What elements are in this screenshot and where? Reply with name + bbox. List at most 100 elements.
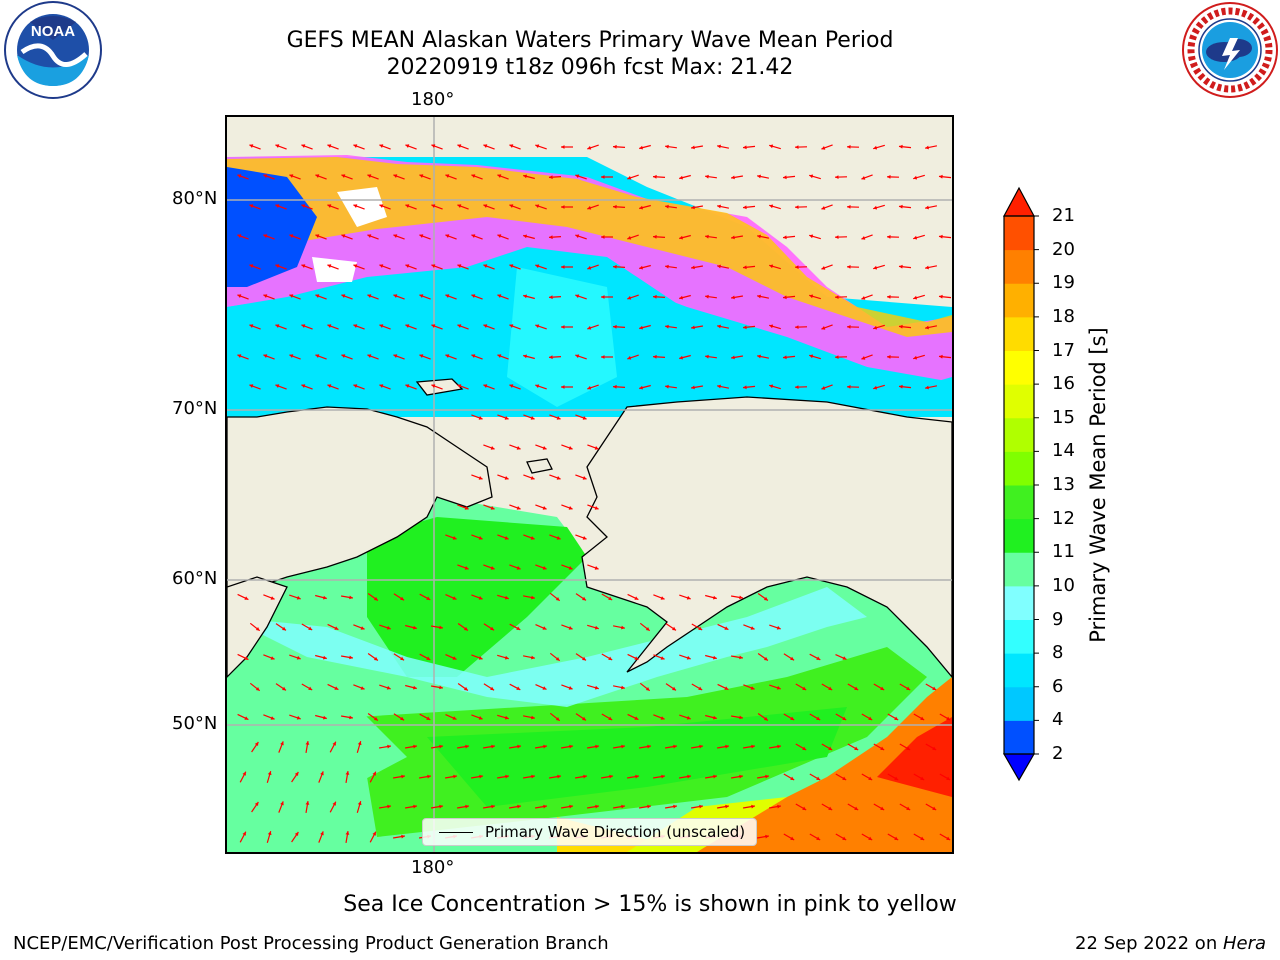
wave-arrow-head (594, 446, 599, 450)
wave-arrow-head (561, 265, 565, 269)
wave-arrow-head (452, 716, 457, 720)
wave-arrow-head (873, 385, 878, 390)
wave-arrow-head (445, 294, 450, 298)
wave-arrow-head (401, 774, 405, 779)
nws-logo-icon (1180, 0, 1280, 104)
wave-arrow-head (739, 595, 743, 600)
colorbar-bin (1004, 417, 1034, 452)
wave-arrow-head (776, 625, 781, 630)
wave-arrow-head (367, 354, 372, 358)
wave-arrow-head (627, 355, 632, 360)
wave-arrow-head (609, 774, 613, 779)
wave-arrow-head (757, 354, 761, 359)
wave-arrow-head (255, 687, 260, 691)
wave-arrow-head (305, 801, 310, 805)
wave-arrow-head (543, 804, 547, 809)
wave-arrow-head (353, 264, 358, 268)
wave-arrow-head (323, 715, 327, 720)
wave-arrow-head (725, 744, 729, 749)
wave-arrow-head (497, 234, 502, 238)
wave-arrow-head (504, 476, 509, 480)
wave-arrow-head (790, 836, 795, 840)
wave-arrow-head (925, 145, 929, 150)
wave-arrow-head (594, 685, 599, 690)
wave-arrow-head (471, 294, 476, 298)
colorbar-tick-label: 13 (1052, 474, 1075, 495)
wave-arrow-head (393, 174, 398, 178)
wave-arrow-head (345, 771, 350, 775)
wave-arrow-head (373, 716, 378, 721)
wave-arrow-head (769, 204, 774, 209)
wave-arrow-head (244, 716, 249, 720)
wave-arrow-head (575, 234, 580, 239)
wave-arrow-head (725, 804, 729, 809)
wave-arrow-head (594, 625, 599, 630)
wave-arrow-head (270, 656, 275, 660)
wave-arrow-head (360, 686, 365, 690)
colorbar-extend-bottom (1002, 753, 1036, 782)
wave-arrow-head (763, 656, 768, 661)
wave-arrow-head (828, 746, 833, 750)
wave-arrow-head (542, 686, 547, 690)
map-legend: Primary Wave Direction (unscaled) (422, 818, 757, 846)
wave-arrow-head (679, 175, 683, 180)
wave-arrow-head (925, 385, 929, 390)
wave-arrow-head (587, 145, 592, 150)
wave-arrow-head (687, 774, 691, 779)
wave-arrow-head (483, 144, 488, 148)
wave-arrow-head (717, 264, 721, 269)
colorbar-bin (1004, 216, 1034, 251)
wave-arrow-head (405, 144, 410, 148)
wave-arrow-head (847, 265, 851, 269)
wave-arrow-head (717, 204, 721, 209)
wave-arrow-head (790, 776, 795, 780)
wave-arrow-head (751, 744, 755, 749)
wave-arrow-head (821, 146, 826, 150)
wave-arrow-head (413, 625, 417, 630)
wave-arrow-head (386, 625, 391, 630)
wave-arrow-head (724, 626, 729, 630)
wave-arrow-head (634, 596, 639, 600)
colorbar-bin (1004, 283, 1034, 318)
wave-arrow-head (535, 384, 540, 389)
colorbar-tick-label: 18 (1052, 305, 1075, 327)
wave-arrow-head (647, 744, 651, 749)
wave-arrow-head (320, 831, 324, 836)
wave-arrow-head (535, 264, 540, 269)
wave-arrow-head (816, 656, 821, 660)
wave-arrow-head (491, 804, 495, 809)
wave-arrow-head (531, 655, 535, 660)
wave-arrow-head (613, 264, 617, 269)
wave-arrow-head (353, 204, 358, 208)
wave-arrow-head (672, 626, 676, 631)
wave-arrow-head (542, 446, 547, 450)
wave-arrow-head (497, 174, 502, 178)
wave-arrow-head (557, 774, 561, 779)
colorbar-tick-label: 16 (1052, 373, 1075, 395)
wave-arrow-head (439, 625, 443, 630)
wave-arrow-head (847, 145, 851, 149)
wave-arrow-head (847, 205, 851, 209)
wave-arrow-head (880, 746, 885, 750)
wave-arrow-head (757, 234, 761, 239)
wave-arrow-head (894, 716, 899, 720)
wave-arrow-head (783, 175, 787, 180)
wave-arrow-head (835, 295, 839, 299)
wave-arrow-head (431, 204, 436, 208)
wave-arrow-head (275, 144, 280, 148)
wave-arrow-head (543, 744, 547, 749)
wave-arrow-head (757, 294, 761, 299)
wave-arrow-head (254, 802, 259, 806)
wave-arrow-head (594, 506, 599, 510)
wave-arrow-head (713, 655, 717, 660)
wave-arrow-head (847, 385, 851, 389)
wave-arrow-head (464, 566, 469, 570)
wave-arrow-head (763, 716, 768, 721)
wave-arrow-head (263, 234, 268, 238)
wave-arrow-head (367, 234, 372, 238)
wave-arrow-head (242, 831, 246, 836)
wave-arrow-head (842, 776, 847, 780)
wave-arrow-head (568, 686, 573, 690)
wave-arrow-head (504, 595, 509, 600)
footer-machine: Hera (1222, 933, 1266, 954)
